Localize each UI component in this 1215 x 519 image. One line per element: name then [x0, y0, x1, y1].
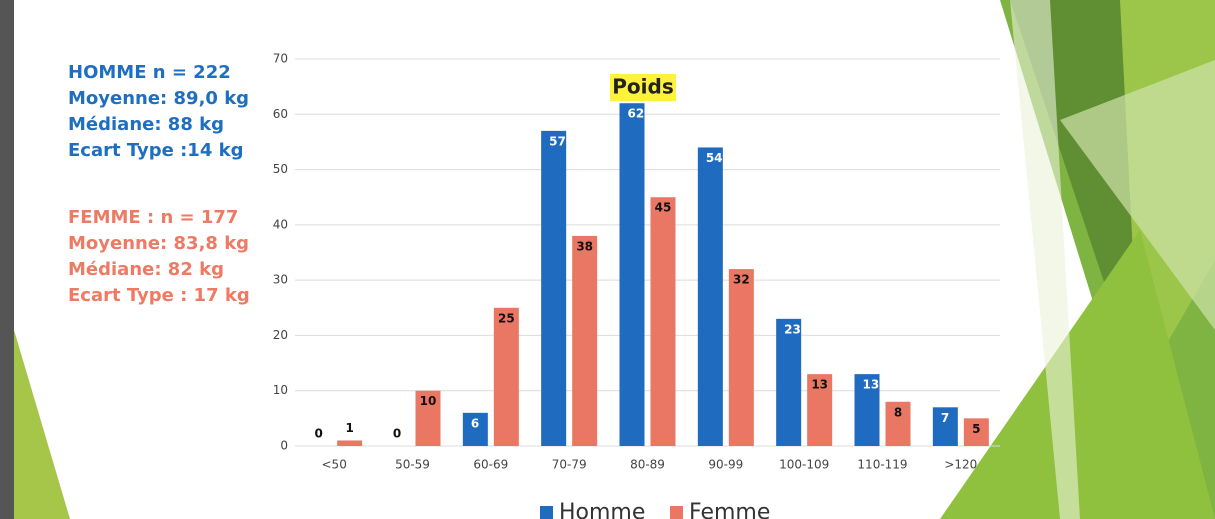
- data-label: 0: [393, 427, 401, 441]
- bar: [963, 418, 989, 446]
- x-tick-label: >120: [944, 458, 977, 472]
- x-tick-label: 80-89: [630, 458, 665, 472]
- stat-text: Ecart Type :14 kg: [68, 140, 243, 161]
- x-tick-label: 50-59: [395, 458, 430, 472]
- data-label: 57: [549, 134, 566, 148]
- x-tick-label: 100-109: [779, 458, 829, 472]
- data-label: 6: [471, 416, 479, 430]
- slide-edge: [0, 0, 14, 519]
- y-tick-label: 70: [273, 52, 288, 66]
- stat-text: FEMME : n = 177: [68, 207, 238, 228]
- decor: [1010, 0, 1080, 519]
- bar: [337, 440, 363, 446]
- bar: [885, 401, 911, 446]
- decor: [14, 330, 70, 519]
- bar: [572, 235, 598, 446]
- bar: [728, 269, 754, 446]
- data-label: 8: [894, 405, 902, 419]
- data-label: 0: [314, 427, 322, 441]
- y-tick-label: 60: [273, 107, 288, 121]
- stat-text: Moyenne: 89,0 kg: [68, 88, 249, 109]
- data-label: 45: [655, 201, 672, 215]
- x-tick-label: <50: [322, 458, 347, 472]
- data-label: 5: [972, 422, 980, 436]
- y-tick-label: 20: [273, 328, 288, 342]
- data-label: 32: [733, 273, 750, 287]
- bar: [776, 318, 802, 446]
- stat-text: Ecart Type : 17 kg: [68, 285, 250, 306]
- y-tick-label: 0: [280, 439, 288, 453]
- data-label: 10: [420, 394, 437, 408]
- legend-label: Femme: [689, 500, 770, 519]
- bar: [932, 407, 958, 446]
- chart-title: Poids: [612, 75, 673, 99]
- stat-text: Moyenne: 83,8 kg: [68, 233, 249, 254]
- legend-swatch: [670, 506, 683, 519]
- x-tick-label: 60-69: [473, 458, 508, 472]
- decor: [940, 230, 1215, 519]
- bar: [493, 307, 519, 446]
- data-label: 1: [345, 421, 353, 435]
- data-label: 13: [863, 378, 880, 392]
- y-tick-label: 50: [273, 162, 288, 176]
- data-label: 13: [811, 378, 828, 392]
- title-highlight: [610, 74, 676, 101]
- legend-swatch: [540, 506, 553, 519]
- bar: [650, 197, 676, 446]
- bar: [854, 374, 880, 446]
- decor: [1060, 60, 1215, 330]
- y-tick-label: 10: [273, 383, 288, 397]
- bar: [807, 374, 833, 446]
- stat-text: Médiane: 88 kg: [68, 114, 224, 135]
- data-label: 7: [941, 411, 949, 425]
- bar: [462, 412, 488, 446]
- x-tick-label: 110-119: [857, 458, 907, 472]
- bar: [619, 103, 645, 446]
- data-label: 23: [784, 322, 801, 336]
- y-tick-label: 30: [273, 273, 288, 287]
- bar: [697, 147, 723, 446]
- legend-label: Homme: [559, 500, 645, 519]
- data-label: 38: [576, 239, 593, 253]
- bar: [415, 390, 441, 446]
- stat-text: Médiane: 82 kg: [68, 259, 224, 280]
- x-tick-label: 90-99: [708, 458, 743, 472]
- data-label: 62: [628, 107, 645, 121]
- data-label: 54: [706, 151, 723, 165]
- y-tick-label: 40: [273, 217, 288, 231]
- bar: [541, 130, 567, 446]
- x-tick-label: 70-79: [552, 458, 587, 472]
- stat-text: HOMME n = 222: [68, 62, 231, 83]
- data-label: 25: [498, 311, 515, 325]
